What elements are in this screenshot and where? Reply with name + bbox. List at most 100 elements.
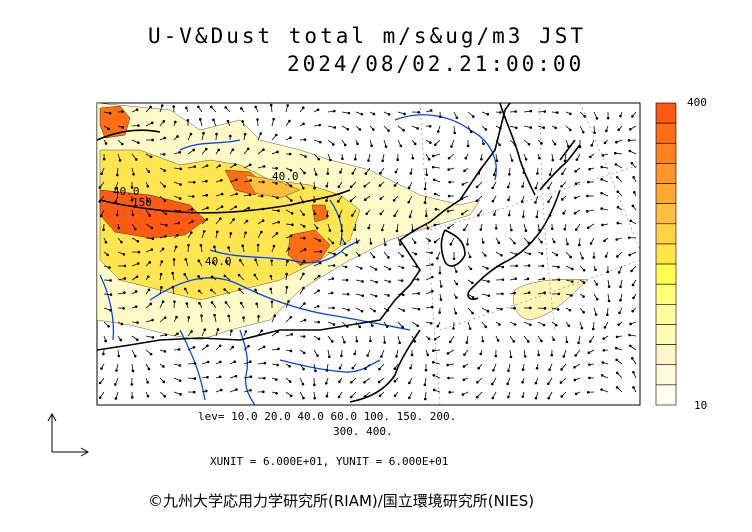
wind-arrow-head <box>450 145 453 148</box>
wind-arrow-head <box>378 367 381 371</box>
wind-arrow-head <box>313 212 317 216</box>
wind-arrow-head <box>439 298 443 301</box>
wind-arrow-head <box>606 270 610 274</box>
wind-arrow-head <box>402 309 406 312</box>
wind-arrow-head <box>431 275 434 279</box>
legend-min-label: 10 <box>694 399 708 412</box>
contour-label: 40.0 <box>113 185 140 198</box>
unit-vector-reference <box>47 412 90 457</box>
wind-arrow-head <box>603 239 606 243</box>
wind-arrow-head <box>409 366 412 370</box>
wind-arrow-head <box>355 241 359 244</box>
wind-arrow-head <box>629 219 632 223</box>
wind-arrow-head <box>363 198 367 202</box>
wind-arrow-head <box>288 152 292 156</box>
wind-arrow-head <box>254 288 257 292</box>
wind-arrow-head <box>471 115 475 118</box>
wind-arrow-head <box>416 278 420 281</box>
wind-arrow-head <box>304 155 307 158</box>
wind-arrow-head <box>359 267 363 270</box>
wind-arrow-head <box>313 199 316 203</box>
wind-arrow-head <box>372 255 376 259</box>
wind-arrow-head <box>507 369 510 373</box>
wind-arrow-head <box>232 218 235 221</box>
wind-arrow-head <box>120 240 123 244</box>
wind-arrow-head <box>163 350 167 353</box>
wind-arrow-head <box>491 199 495 203</box>
wind-arrow-head <box>388 267 392 271</box>
wind-arrow-head <box>302 106 305 110</box>
wind-arrow-head <box>193 377 197 380</box>
wind-arrow-head <box>205 179 208 183</box>
wind-arrow-head <box>184 258 188 261</box>
wind-arrow-head <box>372 112 376 116</box>
wind-arrow-head <box>491 396 495 400</box>
wind-arrow-head <box>574 196 577 200</box>
color-bar-swatch <box>655 163 677 184</box>
wind-arrow-head <box>616 255 619 258</box>
wind-arrow-head <box>289 199 293 202</box>
wind-arrow-head <box>466 144 470 148</box>
wind-arrow-head <box>475 185 479 189</box>
wind-arrow-head <box>582 310 585 314</box>
wind-arrow-head <box>477 172 481 175</box>
wind-arrow-head <box>302 351 306 355</box>
wind-arrow-head <box>247 206 250 210</box>
wind-arrow-head <box>401 254 404 258</box>
wind-arrow-head <box>433 240 437 244</box>
wind-arrow-head <box>343 242 347 245</box>
wind-arrow-head <box>465 341 469 344</box>
wind-arrow-head <box>417 307 421 311</box>
wind-arrow-head <box>506 382 509 386</box>
wind-arrow-head <box>379 197 383 200</box>
wind-arrow-head <box>460 197 464 200</box>
wind-arrow-head <box>151 318 154 322</box>
wind-arrow-head <box>316 108 320 112</box>
wind-arrow-head <box>275 133 278 137</box>
wind-arrow-head <box>522 171 526 174</box>
wind-arrow-head <box>227 246 230 249</box>
wind-arrow-head <box>123 291 126 295</box>
wind-arrow-head <box>593 131 596 134</box>
wind-arrow-head <box>571 280 574 283</box>
wind-arrow-head <box>288 364 291 368</box>
wind-arrow-head <box>340 229 344 233</box>
wind-arrow-head <box>123 277 127 280</box>
wind-arrow-head <box>411 156 415 160</box>
wind-arrow-head <box>570 294 573 297</box>
wind-arrow-head <box>317 289 320 292</box>
wind-arrow-head <box>98 186 102 189</box>
wind-arrow-head <box>246 147 250 151</box>
wind-arrow-head <box>360 112 364 116</box>
wind-arrow-head <box>240 107 243 110</box>
wind-arrow-head <box>313 396 317 400</box>
wind-arrow-head <box>319 250 323 253</box>
wind-arrow-head <box>150 248 154 251</box>
wind-arrow-head <box>364 172 368 175</box>
wind-arrow-head <box>384 243 387 246</box>
wind-arrow-head <box>146 200 150 203</box>
wind-arrow-head <box>628 333 631 337</box>
wind-arrow-head <box>562 212 565 215</box>
wind-arrow-head <box>213 313 216 317</box>
wind-arrow-head <box>595 283 599 286</box>
wind-arrow-head <box>513 143 517 147</box>
wind-arrow-head <box>486 267 489 270</box>
wind-arrow-head <box>149 352 153 356</box>
wind-arrow-head <box>350 380 353 384</box>
wind-arrow-head <box>366 354 369 357</box>
wind-arrow-head <box>534 381 538 385</box>
wind-arrow-head <box>461 212 464 216</box>
wind-arrow-head <box>369 242 373 245</box>
wind-arrow-head <box>263 376 266 380</box>
wind-arrow-head <box>433 192 437 196</box>
wind-arrow-head <box>462 378 466 382</box>
wind-arrow-head <box>231 148 235 151</box>
wind-arrow-head <box>150 226 154 230</box>
wind-arrow-head <box>402 128 405 132</box>
wind-arrow-head <box>394 170 398 174</box>
wind-arrow-head <box>131 369 135 373</box>
wind-arrow-head <box>233 360 237 363</box>
wind-arrow-head <box>514 126 518 130</box>
wind-arrow-head <box>302 335 306 338</box>
